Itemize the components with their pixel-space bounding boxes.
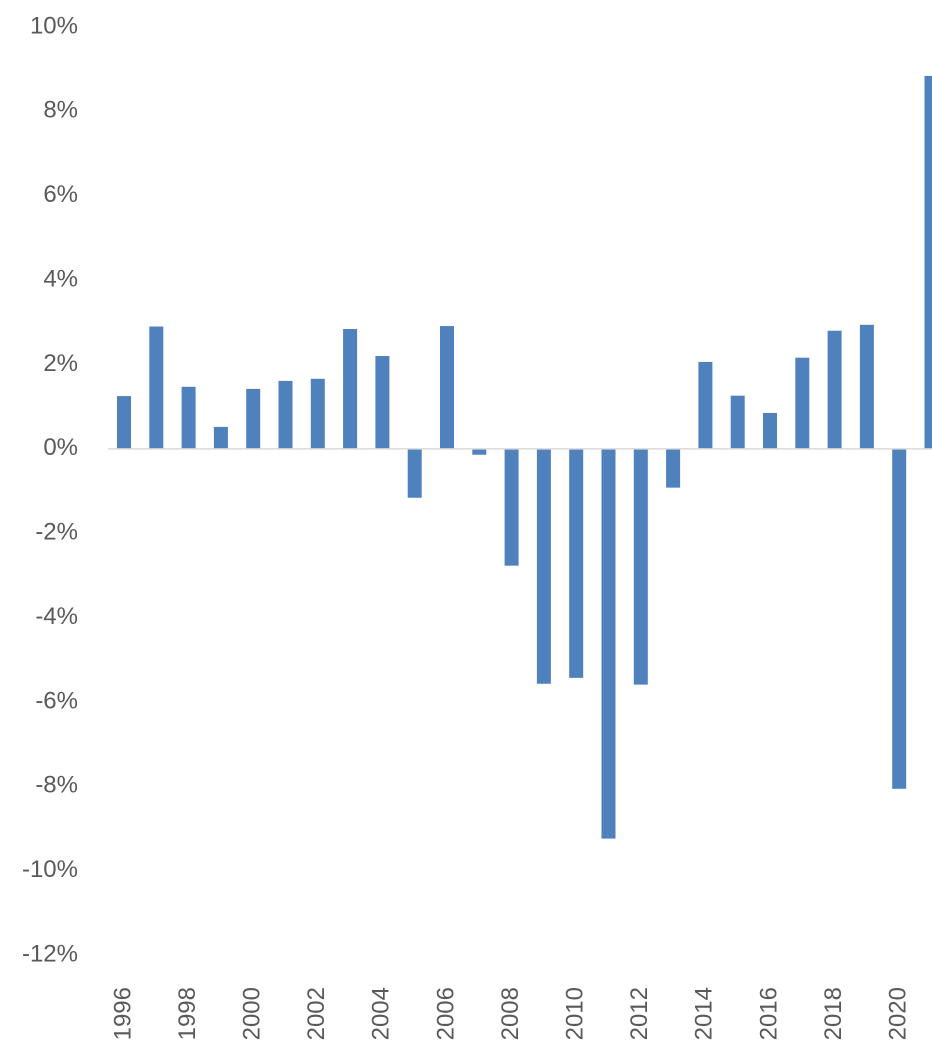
x-tick-label: 2014 — [691, 987, 718, 1040]
y-tick-label: 6% — [43, 181, 78, 208]
bar — [181, 386, 196, 449]
bar — [666, 448, 681, 488]
bar — [569, 448, 584, 678]
bar — [504, 448, 519, 566]
x-tick-label: 2010 — [562, 987, 589, 1040]
bar — [375, 356, 390, 449]
y-tick-label: 2% — [43, 350, 78, 377]
y-tick-label: -4% — [35, 603, 78, 630]
bar — [892, 448, 907, 789]
bar — [440, 326, 454, 449]
bar — [730, 395, 745, 449]
bar — [117, 396, 131, 449]
bar — [763, 412, 777, 449]
x-tick-label: 2018 — [820, 987, 847, 1040]
bar — [698, 361, 713, 449]
x-tick-label: 2012 — [626, 987, 653, 1040]
bar — [343, 329, 358, 449]
bar — [859, 324, 874, 449]
y-tick-label: 8% — [43, 97, 78, 124]
x-tick-label: 2002 — [303, 987, 330, 1040]
bar — [472, 448, 487, 455]
bar — [827, 330, 842, 449]
x-tick-label: 1996 — [109, 987, 136, 1040]
bar — [601, 448, 616, 839]
x-tick-label: 2006 — [432, 987, 459, 1040]
bar — [536, 448, 551, 684]
y-tick-label: 10% — [30, 12, 78, 39]
bar — [246, 388, 261, 449]
x-tick-label: 2020 — [885, 987, 912, 1040]
x-tick-label: 2008 — [497, 987, 524, 1040]
bar — [310, 378, 325, 449]
x-tick-label: 2016 — [755, 987, 782, 1040]
y-tick-label: -8% — [35, 772, 78, 799]
y-tick-label: -10% — [22, 856, 78, 883]
x-tick-label: 2004 — [368, 987, 395, 1040]
y-tick-label: -12% — [22, 940, 78, 967]
bar — [924, 75, 932, 449]
bar — [278, 380, 293, 449]
x-tick-label: 1998 — [174, 987, 201, 1040]
bar — [633, 448, 648, 685]
bar — [149, 326, 164, 449]
y-tick-label: 0% — [43, 434, 78, 461]
y-tick-label: -2% — [35, 519, 78, 546]
bar — [795, 357, 810, 449]
y-tick-label: 4% — [43, 265, 78, 292]
bar — [213, 426, 228, 449]
x-tick-label: 2000 — [239, 987, 266, 1040]
bar — [407, 448, 422, 498]
y-tick-label: -6% — [35, 687, 78, 714]
